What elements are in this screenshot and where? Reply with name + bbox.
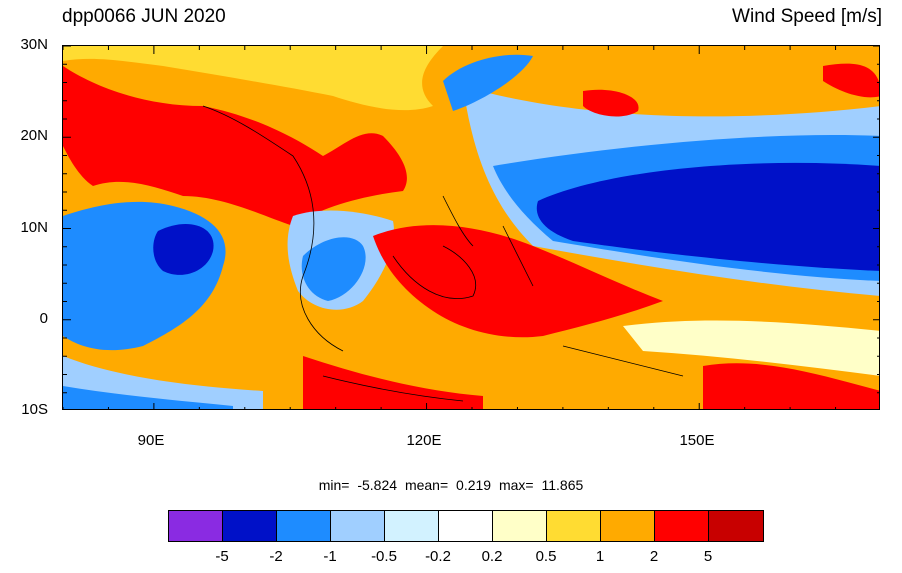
lon-label-90e: 90E: [137, 432, 165, 449]
northeast-hot-patch: [823, 63, 879, 98]
mean-label: mean=: [404, 477, 449, 493]
lat-label-20n: 20N: [20, 127, 48, 144]
colorbar-label: -5: [215, 548, 229, 565]
south-china-sea-blue-region: [301, 237, 366, 301]
colorbar-swatch: [547, 511, 601, 541]
lat-label-0: 0: [39, 310, 48, 327]
landmass-outlines: [202, 105, 684, 402]
wind-speed-map: [62, 45, 880, 410]
colorbar-swatch: [601, 511, 655, 541]
colorbar-swatch: [655, 511, 709, 541]
maritime-continent-hot-region: [373, 225, 663, 338]
min-value: -5.824: [357, 477, 398, 493]
map-canvas: [63, 46, 879, 409]
colorbar-label: -2: [269, 548, 283, 565]
southern-ocean-blue-region: [63, 386, 233, 409]
pacific-deep-blue-core: [536, 162, 879, 271]
lon-label-150e: 150E: [679, 432, 715, 449]
colorbar-label: 1: [595, 548, 605, 565]
northwest-warm-band: [63, 46, 443, 111]
northwest-hot-region: [63, 66, 407, 226]
colorbar-label: -0.5: [371, 548, 397, 565]
colorbar-swatch: [709, 511, 763, 541]
latitude-ticks: [63, 46, 879, 394]
max-label: max=: [498, 477, 534, 493]
colorbar-swatch: [277, 511, 331, 541]
colorbar-label: -0.2: [425, 548, 451, 565]
colorbar-label: 2: [649, 548, 659, 565]
bay-deep-blue-region: [153, 223, 214, 275]
colorbar-label: 5: [703, 548, 713, 565]
east-light-band: [623, 320, 879, 376]
longitude-ticks: [63, 46, 837, 409]
colorbar-label: -1: [323, 548, 337, 565]
southern-hot-band: [303, 356, 483, 409]
lon-label-120e: 120E: [406, 432, 442, 449]
colorbar: [168, 510, 764, 542]
lat-label-10s: 10S: [21, 401, 48, 418]
map-title: dpp0066 JUN 2020: [62, 6, 226, 27]
colorbar-swatch: [385, 511, 439, 541]
colorbar-swatch: [439, 511, 493, 541]
colorbar-swatch: [223, 511, 277, 541]
variable-title: Wind Speed [m/s]: [732, 6, 882, 27]
colorbar-label: 0.5: [535, 548, 557, 565]
min-label: min=: [318, 477, 350, 493]
colorbar-label: 0.2: [481, 548, 503, 565]
statistics-line: min= -5.824 mean= 0.219 max= 11.865: [0, 477, 902, 493]
pacific-north-hot-patch: [583, 89, 639, 117]
southeast-hot-band: [703, 363, 879, 409]
mean-value: 0.219: [456, 477, 492, 493]
colorbar-swatch: [493, 511, 547, 541]
pacific-north-blue-patch: [443, 54, 533, 111]
colorbar-swatch: [169, 511, 223, 541]
max-value: 11.865: [541, 477, 584, 493]
lat-label-10n: 10N: [20, 219, 48, 236]
colorbar-swatch: [331, 511, 385, 541]
lat-label-30n: 30N: [20, 36, 48, 53]
